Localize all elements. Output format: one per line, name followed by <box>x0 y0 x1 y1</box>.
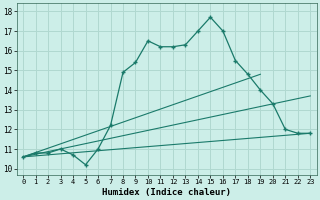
X-axis label: Humidex (Indice chaleur): Humidex (Indice chaleur) <box>102 188 231 197</box>
